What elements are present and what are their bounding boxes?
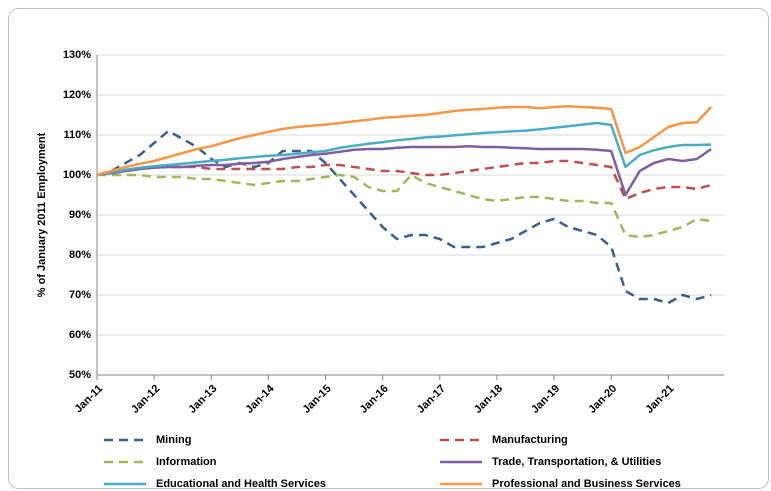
legend-label: Mining	[156, 434, 191, 446]
legend-label: Information	[156, 456, 217, 468]
y-tick-label: 70%	[69, 289, 91, 301]
chart-border	[8, 8, 769, 489]
y-tick-label: 130%	[63, 49, 91, 61]
series-line	[96, 121, 712, 177]
legend-label: Educational and Health Services	[156, 478, 326, 490]
y-tick-label: 120%	[63, 89, 91, 101]
y-tick-label: 90%	[69, 209, 91, 221]
series-line	[96, 104, 713, 177]
series-line	[96, 144, 712, 197]
series-line	[96, 159, 712, 201]
legend-label: Trade, Transportation, & Utilities	[492, 456, 661, 468]
series-line	[97, 173, 712, 239]
y-tick-label: 50%	[69, 369, 91, 381]
y-tick-label: 110%	[63, 129, 91, 141]
y-tick-label: 60%	[69, 329, 91, 341]
legend-label: Manufacturing	[492, 434, 568, 446]
y-tick-label: 100%	[63, 169, 91, 181]
legend-label: Professional and Business Services	[492, 478, 681, 490]
y-axis-title: % of January 2011 Employment	[36, 132, 48, 297]
y-tick-label: 80%	[69, 249, 91, 261]
